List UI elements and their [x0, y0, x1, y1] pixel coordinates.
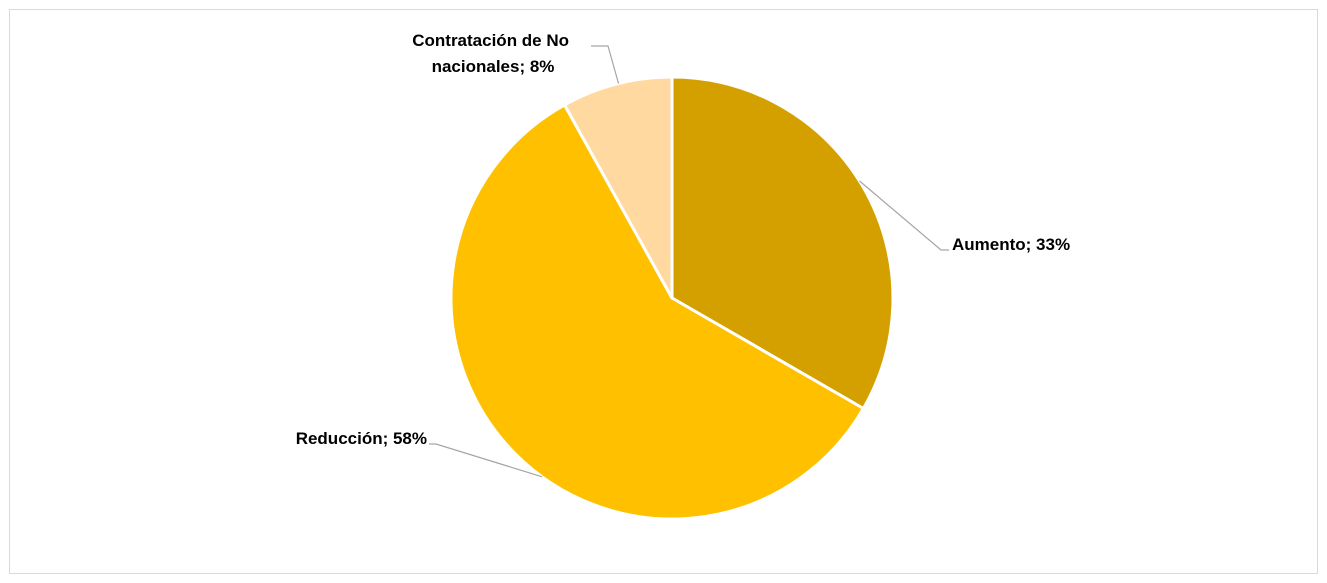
data-labels: Aumento; 33% Reducción; 58% Contratación… [296, 31, 1070, 448]
pie-slice-reduccion [449, 103, 865, 521]
data-label-aumento: Aumento; 33% [952, 235, 1070, 254]
data-label-reduccion: Reducción; 58% [296, 429, 427, 448]
leader-lines [429, 45, 949, 478]
pie-slice-aumento [670, 75, 895, 410]
leader-line-aumento [859, 180, 949, 251]
leader-line-reduccion [429, 443, 543, 478]
leader-line-contratacion-no-nacionales [591, 45, 620, 84]
pie-slice-contratacion-no-nacionales [563, 75, 674, 300]
pie-slices [449, 75, 895, 521]
data-label-contratacion-no-nacionales: Contratación de No nacionales; 8% [412, 31, 574, 76]
